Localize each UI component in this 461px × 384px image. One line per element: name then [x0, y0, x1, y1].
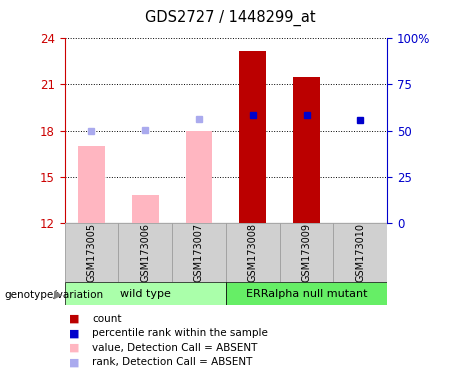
Text: GSM173009: GSM173009 [301, 223, 312, 282]
Bar [118, 223, 172, 282]
Text: GSM173008: GSM173008 [248, 223, 258, 282]
Text: ■: ■ [69, 314, 80, 324]
Text: percentile rank within the sample: percentile rank within the sample [92, 328, 268, 338]
Text: GSM173010: GSM173010 [355, 223, 366, 282]
Text: wild type: wild type [120, 289, 171, 299]
Text: ■: ■ [69, 358, 80, 367]
Bar [172, 223, 226, 282]
Text: rank, Detection Call = ABSENT: rank, Detection Call = ABSENT [92, 358, 253, 367]
Bar [185, 131, 213, 223]
Bar [78, 146, 105, 223]
Bar [293, 77, 320, 223]
Text: ■: ■ [69, 343, 80, 353]
Text: ERRalpha null mutant: ERRalpha null mutant [246, 289, 367, 299]
Text: GSM173006: GSM173006 [140, 223, 150, 282]
Text: value, Detection Call = ABSENT: value, Detection Call = ABSENT [92, 343, 258, 353]
Text: genotype/variation: genotype/variation [5, 290, 104, 300]
Text: GDS2727 / 1448299_at: GDS2727 / 1448299_at [145, 10, 316, 26]
Bar [65, 223, 118, 282]
Bar [239, 51, 266, 223]
Bar [333, 223, 387, 282]
Text: ▶: ▶ [54, 290, 62, 300]
Bar [132, 195, 159, 223]
Bar [226, 223, 280, 282]
Bar [280, 223, 333, 282]
Text: ■: ■ [69, 328, 80, 338]
Text: count: count [92, 314, 122, 324]
Text: GSM173005: GSM173005 [86, 223, 96, 282]
Bar [65, 282, 226, 305]
Text: GSM173007: GSM173007 [194, 223, 204, 282]
Bar [226, 282, 387, 305]
